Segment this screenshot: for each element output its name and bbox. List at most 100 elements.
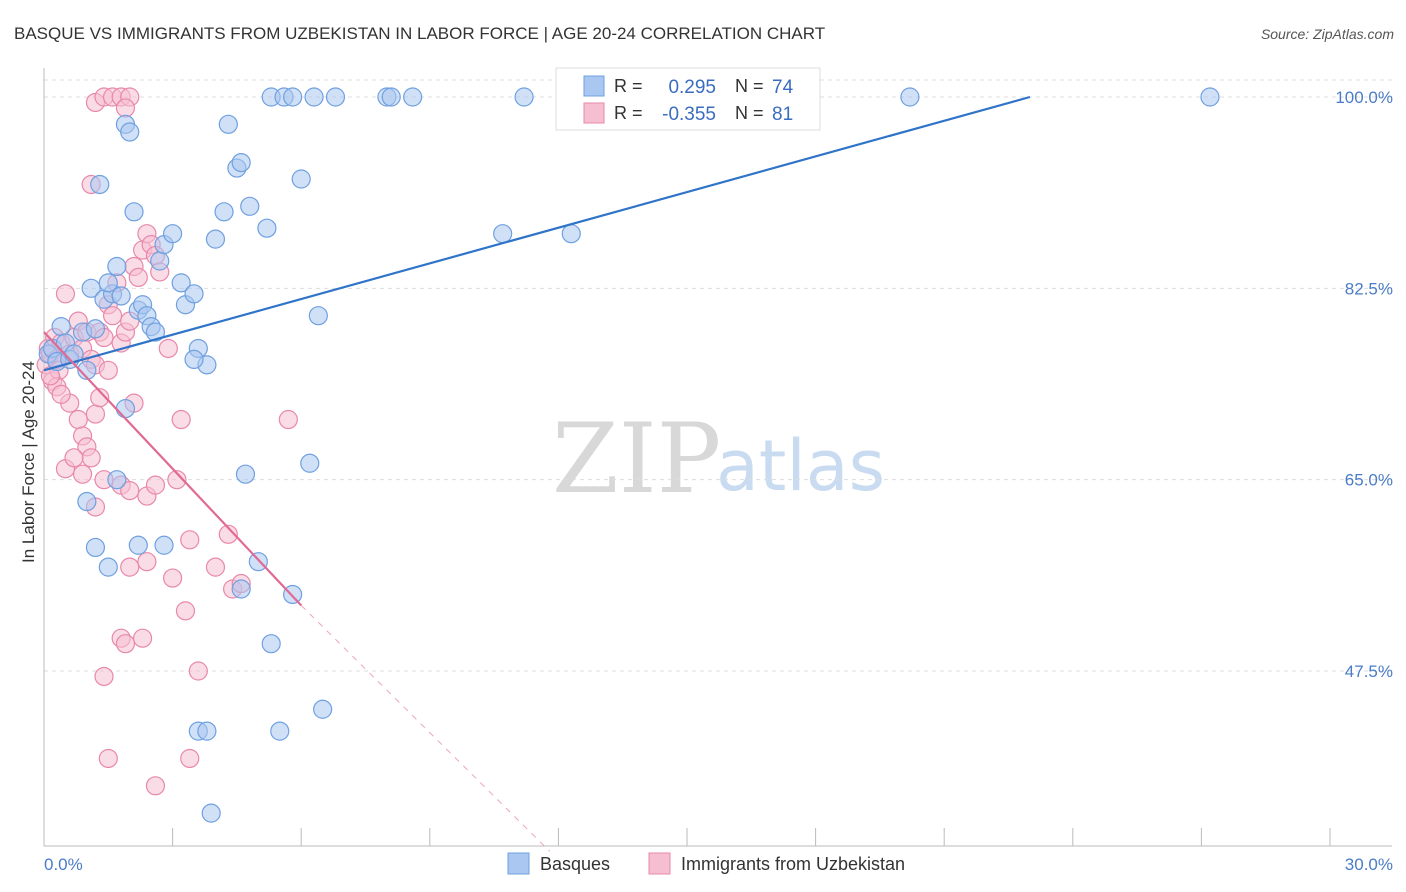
basques-point [85, 537, 106, 558]
basques-point [184, 349, 204, 369]
basques-point [308, 306, 328, 326]
uzbekistan-point [68, 409, 88, 430]
basques-point [197, 721, 217, 741]
uzbekistan-trend-line [43, 331, 303, 607]
legend-swatch-uzbekistan [583, 102, 605, 124]
basques-point [231, 579, 251, 599]
x-tick-label: 0.0% [44, 855, 83, 874]
uzbekistan-point [51, 384, 71, 404]
basques-point [128, 535, 148, 555]
legend-n-value-basques: 74 [772, 77, 794, 98]
uzbekistan-point [171, 409, 191, 430]
basques-point [493, 224, 513, 244]
basques-point [304, 87, 324, 107]
basques-point [403, 87, 423, 107]
basques-point [240, 196, 260, 216]
uzbekistan-point [94, 666, 114, 687]
basques-point [900, 87, 920, 107]
basques-point [115, 399, 136, 419]
bottom-legend-label-uzbekistan: Immigrants from Uzbekistan [681, 854, 905, 874]
bottom-legend-swatch-basques [507, 852, 530, 875]
uzbekistan-point [120, 557, 140, 577]
basques-point [120, 122, 140, 142]
basques-point [145, 322, 166, 342]
uzbekistan-point [98, 748, 118, 769]
basques-point [98, 557, 118, 577]
y-axis-label: In Labor Force | Age 20-24 [19, 361, 38, 563]
basques-point [235, 464, 256, 484]
uzbekistan-point [115, 634, 136, 654]
uzbekistan-point [163, 568, 183, 588]
basques-point [77, 360, 97, 380]
basques-point [231, 153, 251, 173]
uzbekistan-point [102, 306, 123, 326]
basques-point [111, 286, 131, 306]
basques-point [218, 114, 238, 134]
y-tick-label: 82.5% [1345, 279, 1393, 298]
basques-point [300, 453, 320, 473]
uzbekistan-point [120, 481, 140, 501]
basques-point [214, 202, 234, 222]
basques-point [270, 721, 290, 741]
legend-r-value-uzbekistan: -0.355 [662, 104, 716, 125]
basques-point [51, 317, 71, 337]
series-basques-points [38, 87, 1220, 823]
uzbekistan-point [55, 284, 76, 304]
x-tick-labels: 0.0% 30.0% [44, 855, 1393, 874]
uzbekistan-point [137, 552, 157, 572]
y-tick-label: 65.0% [1345, 471, 1393, 490]
trend-lines [43, 95, 1031, 852]
uzbekistan-point [98, 360, 118, 380]
basques-point [291, 169, 311, 189]
uzbekistan-point [205, 557, 226, 577]
chart-title: BASQUE VS IMMIGRANTS FROM UZBEKISTAN IN … [14, 24, 825, 43]
uzbekistan-point [85, 404, 106, 424]
basques-point [85, 319, 106, 339]
watermark: ZIP atlas [552, 403, 885, 515]
basques-point [98, 273, 118, 293]
basques-point [107, 470, 127, 490]
uzbekistan-point [180, 530, 200, 550]
basques-point [163, 224, 183, 244]
y-tick-label: 100.0% [1335, 88, 1393, 107]
uzbekistan-point [90, 388, 110, 408]
uzbekistan-point [158, 338, 178, 359]
axes [43, 68, 1392, 847]
basques-point [257, 218, 277, 238]
basques-point [77, 491, 97, 512]
uzbekistan-point [145, 475, 166, 495]
uzbekistan-point [180, 748, 200, 769]
basques-point [514, 87, 534, 107]
legend-n-value-uzbekistan: 81 [772, 104, 793, 125]
uzbekistan-point [72, 464, 93, 484]
uzbekistan-point [145, 776, 166, 796]
y-tick-label: 47.5% [1345, 662, 1393, 681]
uzbekistan-point [188, 661, 208, 681]
uzbekistan-point [81, 448, 101, 468]
basques-point [283, 87, 303, 107]
legend-n-label-basques: N = [735, 76, 764, 96]
series-uzbekistan-points [36, 87, 298, 796]
uzbekistan-point [175, 601, 196, 621]
basques-point [124, 202, 144, 222]
basques-point [261, 634, 281, 654]
uzbekistan-point [132, 628, 153, 648]
basques-point [107, 256, 127, 277]
basques-point [201, 803, 221, 823]
bottom-legend-swatch-uzbekistan [648, 852, 671, 875]
basques-point [150, 251, 170, 271]
uzbekistan-trend-extension [300, 605, 551, 852]
basques-point [561, 224, 581, 244]
legend-n-label-uzbekistan: N = [735, 103, 764, 123]
basques-point [184, 284, 204, 304]
uzbekistan-point [64, 448, 84, 468]
basques-point [154, 535, 174, 555]
y-tick-labels: 100.0% 82.5% 65.0% 47.5% [1335, 88, 1393, 681]
legend-r-label-basques: R = [614, 76, 643, 96]
basques-point [1200, 87, 1220, 107]
uzbekistan-point [167, 470, 187, 490]
basques-point [313, 699, 333, 719]
x-tick-label: 30.0% [1345, 855, 1393, 874]
basques-point [205, 229, 226, 249]
